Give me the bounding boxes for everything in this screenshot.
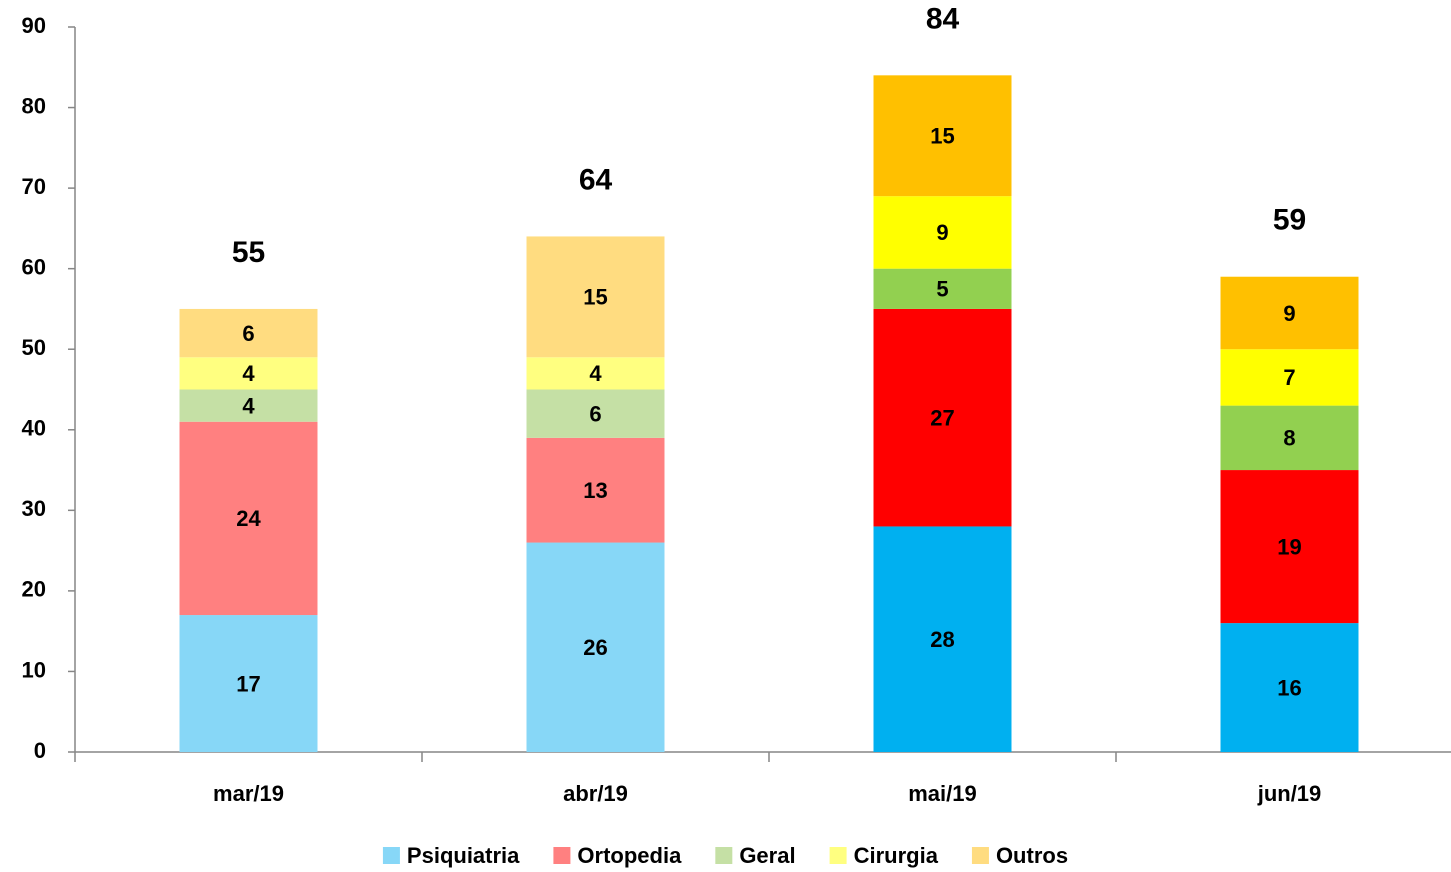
value-label: 7 xyxy=(1283,365,1295,390)
y-tick-label: 50 xyxy=(22,335,46,360)
y-tick-label: 40 xyxy=(22,416,46,441)
value-label: 26 xyxy=(583,635,607,660)
total-label: 55 xyxy=(232,236,265,269)
x-tick-label: abr/19 xyxy=(563,781,628,806)
bar-segment xyxy=(873,526,1012,752)
value-label: 24 xyxy=(236,506,261,531)
y-tick-label: 90 xyxy=(22,13,46,38)
bar-segment xyxy=(526,542,665,752)
bar-segment xyxy=(873,196,1012,269)
legend-swatch xyxy=(971,847,989,864)
bar-segment xyxy=(1220,276,1359,350)
y-tick-label: 10 xyxy=(22,657,46,682)
value-label: 19 xyxy=(1277,534,1301,559)
value-label: 8 xyxy=(1283,426,1295,451)
value-label: 4 xyxy=(589,361,602,386)
bar-segment xyxy=(179,421,318,616)
value-label: 4 xyxy=(242,361,255,386)
bar-segment xyxy=(1220,623,1359,752)
bar-segment xyxy=(1220,405,1359,471)
x-tick-label: mai/19 xyxy=(908,781,977,806)
value-label: 17 xyxy=(236,671,260,696)
value-label: 27 xyxy=(930,406,954,431)
value-label: 15 xyxy=(930,124,954,149)
value-label: 6 xyxy=(589,401,601,426)
bar-segment xyxy=(179,615,318,752)
legend-label: Ortopedia xyxy=(577,843,682,868)
x-tick-label: mar/19 xyxy=(213,781,284,806)
bar-segment xyxy=(179,357,318,390)
value-label: 28 xyxy=(930,627,954,652)
legend-swatch xyxy=(715,847,733,864)
bar-segment xyxy=(873,268,1012,309)
total-label: 64 xyxy=(579,163,613,196)
total-label: 59 xyxy=(1273,204,1306,237)
bar-segment xyxy=(526,236,665,358)
legend-swatch xyxy=(382,847,400,864)
legend-label: Psiquiatria xyxy=(407,843,520,868)
bar-segment xyxy=(179,308,318,358)
y-tick-label: 60 xyxy=(22,254,46,279)
y-tick-label: 80 xyxy=(22,93,46,118)
legend-label: Geral xyxy=(739,843,795,868)
value-label: 6 xyxy=(242,321,254,346)
value-label: 13 xyxy=(583,478,607,503)
value-label: 9 xyxy=(1283,301,1295,326)
legend-label: Outros xyxy=(996,843,1068,868)
bar-segment xyxy=(1220,349,1359,406)
bar-segment xyxy=(1220,470,1359,624)
y-tick-label: 0 xyxy=(34,738,46,763)
bar-segment xyxy=(873,308,1012,527)
value-label: 16 xyxy=(1277,675,1301,700)
total-label: 84 xyxy=(926,2,960,35)
y-tick-label: 70 xyxy=(22,174,46,199)
y-tick-label: 20 xyxy=(22,577,46,602)
legend-swatch xyxy=(553,847,571,864)
value-label: 5 xyxy=(936,277,948,302)
bar-segment xyxy=(873,75,1012,197)
legend-label: Cirurgia xyxy=(854,843,939,868)
value-label: 15 xyxy=(583,285,607,310)
bar-segment xyxy=(526,437,665,543)
bar-segment xyxy=(526,357,665,390)
legend-swatch xyxy=(829,847,847,864)
value-label: 9 xyxy=(936,220,948,245)
value-label: 4 xyxy=(242,393,255,418)
bar-segment xyxy=(526,389,665,438)
y-tick-label: 30 xyxy=(22,496,46,521)
bar-segment xyxy=(179,389,318,422)
x-tick-label: jun/19 xyxy=(1257,781,1322,806)
